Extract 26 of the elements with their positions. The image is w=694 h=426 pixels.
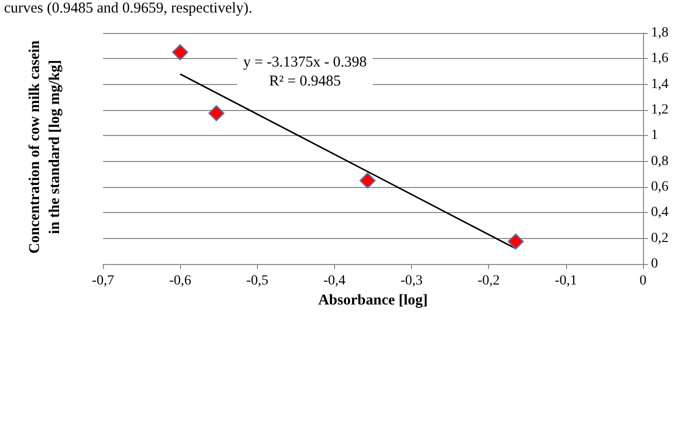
x-axis-title: Absorbance [log] [318, 292, 428, 308]
x-tick-label: -0,1 [554, 274, 577, 288]
y-tick-label: 0,6 [651, 180, 668, 194]
x-tick-label: -0,4 [323, 274, 346, 288]
y-tick-label: 1 [651, 128, 658, 144]
y-tick-label: 1,6 [651, 51, 668, 66]
y-tick-label: 1,2 [651, 102, 668, 118]
x-tick-label: -0,5 [246, 274, 268, 288]
y-tick-label: 1,4 [651, 76, 668, 92]
x-tick-label: -0,3 [400, 274, 423, 288]
y-tick-label: 1,8 [651, 26, 668, 40]
y-tick-label: 0,4 [651, 205, 668, 220]
text: curves (0.9485 and 0.9659, respectively). [4, 0, 252, 16]
annotation: y = -3.1375x - 0.398 R² = 0.9485 [243, 54, 367, 90]
y-axis-title: Concentration of cow milk casein in the standard [log mg/kg] [27, 40, 63, 254]
point [208, 105, 224, 122]
x-tick-label: -0,2 [478, 274, 500, 288]
x-tick-label: 0 [640, 274, 646, 288]
point [508, 233, 524, 250]
y-tick-label: 0 [651, 256, 658, 272]
y-tick-label: 0,8 [651, 154, 668, 169]
point [360, 172, 376, 189]
point [172, 44, 188, 60]
x-tick-label: -0,7 [92, 274, 114, 288]
y-tick-label: 0,2 [651, 230, 668, 246]
x-tick-label: -0,6 [169, 274, 192, 288]
